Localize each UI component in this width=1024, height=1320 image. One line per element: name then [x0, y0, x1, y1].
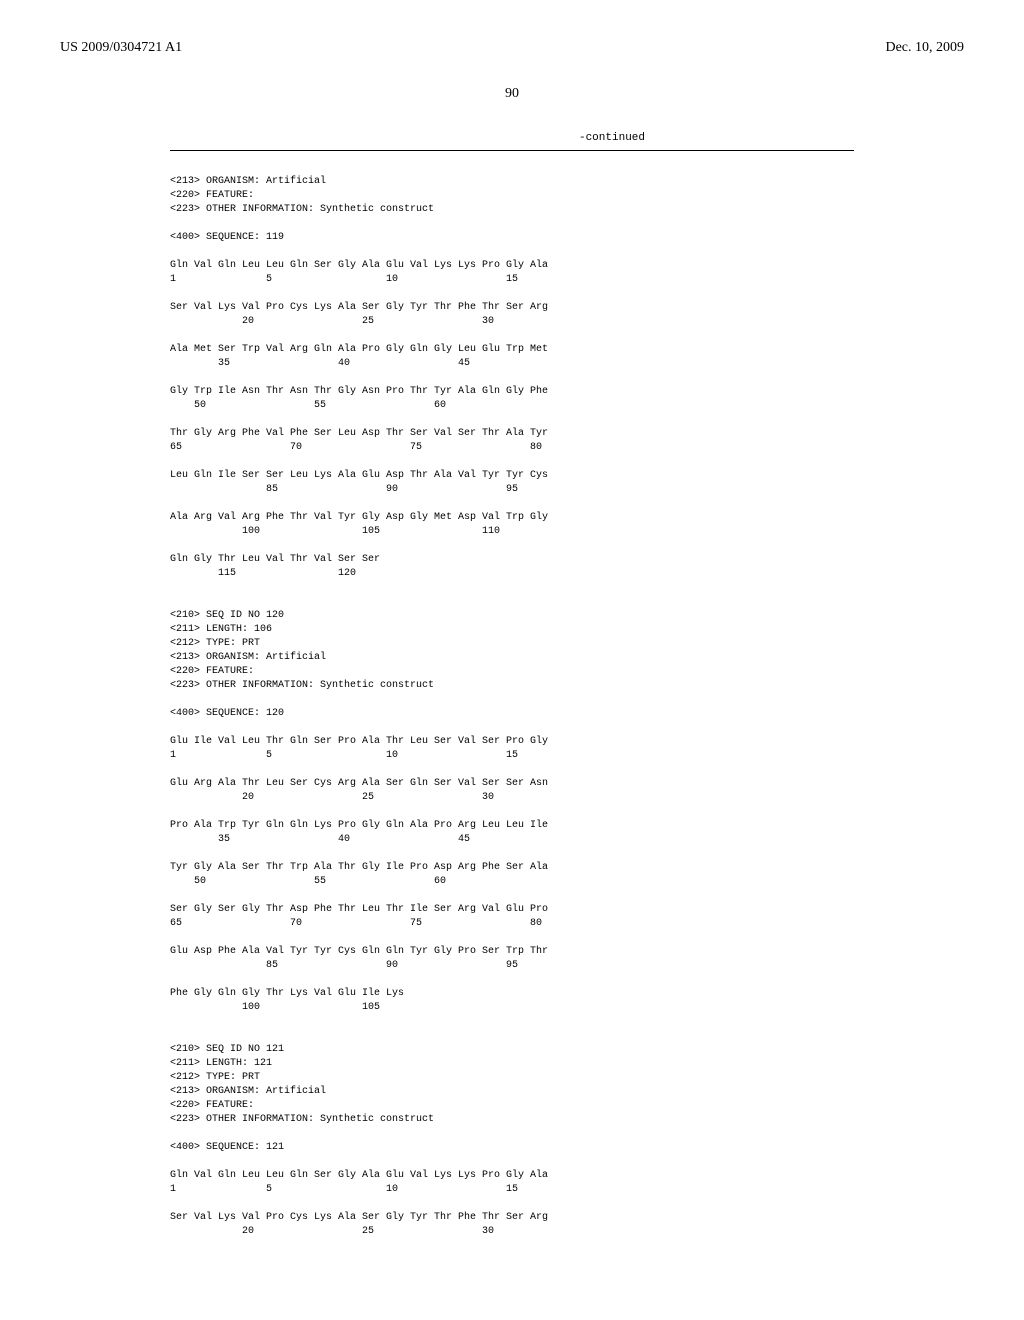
seq-pos: 20 25 30	[170, 316, 494, 327]
seq-pos: 20 25 30	[170, 792, 494, 803]
seq-pos: 65 70 75 80	[170, 918, 542, 929]
seq-pos: 50 55 60	[170, 876, 446, 887]
seq-line: Tyr Gly Ala Ser Thr Trp Ala Thr Gly Ile …	[170, 862, 548, 873]
seq-pos: 35 40 45	[170, 834, 470, 845]
seq-pos: 65 70 75 80	[170, 442, 542, 453]
seq-line: Gln Val Gln Leu Leu Gln Ser Gly Ala Glu …	[170, 260, 548, 271]
seq-pos: 115 120	[170, 568, 356, 579]
sequence-listing: <213> ORGANISM: Artificial <220> FEATURE…	[170, 161, 964, 1239]
seq-line: Glu Arg Ala Thr Leu Ser Cys Arg Ala Ser …	[170, 778, 548, 789]
seq-pos: 50 55 60	[170, 400, 446, 411]
seq-line: Gln Val Gln Leu Leu Gln Ser Gly Ala Glu …	[170, 1170, 548, 1181]
seq-pos: 20 25 30	[170, 1226, 494, 1237]
publication-number: US 2009/0304721 A1	[60, 40, 182, 56]
seq-pos: 85 90 95	[170, 960, 518, 971]
seq-line: Pro Ala Trp Tyr Gln Gln Lys Pro Gly Gln …	[170, 820, 548, 831]
seq-line: Gly Trp Ile Asn Thr Asn Thr Gly Asn Pro …	[170, 386, 548, 397]
seq-pos: 100 105	[170, 1002, 380, 1013]
seq-line: Ser Gly Ser Gly Thr Asp Phe Thr Leu Thr …	[170, 904, 548, 915]
seq-pos: 100 105 110	[170, 526, 500, 537]
seq-pos: 85 90 95	[170, 484, 518, 495]
seq-pos: 1 5 10 15	[170, 1184, 518, 1195]
seq-header-120: <210> SEQ ID NO 120 <211> LENGTH: 106 <2…	[170, 610, 434, 719]
divider-top	[170, 150, 854, 151]
seq-line: Leu Gln Ile Ser Ser Leu Lys Ala Glu Asp …	[170, 470, 548, 481]
seq-line: Glu Ile Val Leu Thr Gln Ser Pro Ala Thr …	[170, 736, 548, 747]
seq-line: Glu Asp Phe Ala Val Tyr Tyr Cys Gln Gln …	[170, 946, 548, 957]
seq-line: Thr Gly Arg Phe Val Phe Ser Leu Asp Thr …	[170, 428, 548, 439]
seq-line: Phe Gly Gln Gly Thr Lys Val Glu Ile Lys	[170, 988, 404, 999]
seq-header-119: <213> ORGANISM: Artificial <220> FEATURE…	[170, 176, 434, 243]
continued-label: -continued	[60, 132, 964, 144]
seq-line: Gln Gly Thr Leu Val Thr Val Ser Ser	[170, 554, 380, 565]
seq-pos: 1 5 10 15	[170, 274, 518, 285]
page-number: 90	[60, 86, 964, 102]
seq-pos: 1 5 10 15	[170, 750, 518, 761]
seq-line: Ser Val Lys Val Pro Cys Lys Ala Ser Gly …	[170, 302, 548, 313]
seq-line: Ala Arg Val Arg Phe Thr Val Tyr Gly Asp …	[170, 512, 548, 523]
page-header: US 2009/0304721 A1 Dec. 10, 2009	[60, 40, 964, 56]
seq-line: Ala Met Ser Trp Val Arg Gln Ala Pro Gly …	[170, 344, 548, 355]
seq-header-121: <210> SEQ ID NO 121 <211> LENGTH: 121 <2…	[170, 1044, 434, 1153]
seq-line: Ser Val Lys Val Pro Cys Lys Ala Ser Gly …	[170, 1212, 548, 1223]
seq-pos: 35 40 45	[170, 358, 470, 369]
publication-date: Dec. 10, 2009	[885, 40, 964, 56]
